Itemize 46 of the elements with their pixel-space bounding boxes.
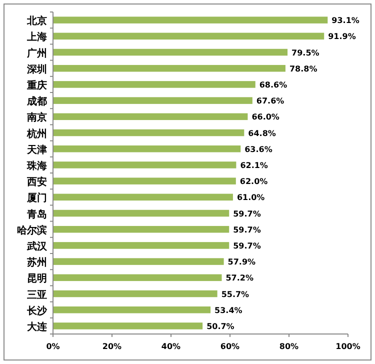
y-tick-label: 三亚 bbox=[27, 290, 47, 301]
y-tick-label: 广州 bbox=[26, 47, 47, 60]
data-label: 59.7% bbox=[233, 241, 261, 250]
data-label: 61.0% bbox=[236, 193, 265, 202]
data-label: 62.0% bbox=[240, 177, 268, 186]
data-label: 53.4% bbox=[214, 306, 242, 315]
y-tick-label: 厦门 bbox=[26, 192, 47, 204]
y-tick-label: 青岛 bbox=[26, 208, 47, 220]
y-tick-label: 长沙 bbox=[26, 304, 48, 317]
x-tick-label: 0% bbox=[46, 342, 60, 351]
data-label: 62.1% bbox=[240, 160, 268, 170]
data-label: 59.7% bbox=[233, 225, 261, 234]
y-tick-label: 天津 bbox=[26, 144, 47, 156]
y-tick-label: 上海 bbox=[26, 31, 47, 44]
x-tick-label: 20% bbox=[102, 342, 122, 351]
data-label: 50.7% bbox=[206, 322, 234, 331]
data-label: 64.8% bbox=[248, 128, 276, 138]
x-tick-label: 100% bbox=[336, 342, 360, 351]
data-label: 57.9% bbox=[228, 258, 256, 267]
y-tick-label: 珠海 bbox=[26, 160, 47, 172]
y-tick-label: 大连 bbox=[26, 320, 48, 333]
y-tick-label: 西安 bbox=[26, 176, 47, 188]
data-label: 67.6% bbox=[256, 96, 284, 106]
data-label: 57.2% bbox=[226, 274, 254, 283]
data-label: 91.9% bbox=[328, 32, 356, 42]
y-tick-label: 哈尔滨 bbox=[17, 224, 47, 236]
data-label: 93.1% bbox=[332, 16, 360, 26]
y-tick-label: 重庆 bbox=[26, 79, 47, 92]
data-label: 55.7% bbox=[221, 290, 250, 299]
y-tick-label: 杭州 bbox=[26, 128, 47, 140]
y-tick-label: 北京 bbox=[26, 15, 47, 28]
x-tick-label: 60% bbox=[220, 342, 240, 351]
y-tick-label: 昆明 bbox=[27, 272, 47, 285]
y-tick-label: 南京 bbox=[26, 112, 47, 124]
data-label: 59.7% bbox=[233, 209, 261, 218]
data-label: 63.6% bbox=[244, 144, 272, 154]
y-tick-label: 苏州 bbox=[26, 256, 47, 269]
y-tick-label: 成都 bbox=[26, 96, 47, 108]
data-label: 78.8% bbox=[289, 64, 318, 74]
data-label: 66.0% bbox=[252, 112, 280, 122]
data-label: 68.6% bbox=[259, 80, 288, 90]
y-tick-label: 武汉 bbox=[26, 240, 48, 252]
data-label: 79.5% bbox=[292, 48, 320, 58]
x-tick-label: 40% bbox=[161, 342, 181, 351]
x-tick-label: 80% bbox=[279, 342, 299, 351]
y-tick-label: 深圳 bbox=[26, 63, 47, 76]
